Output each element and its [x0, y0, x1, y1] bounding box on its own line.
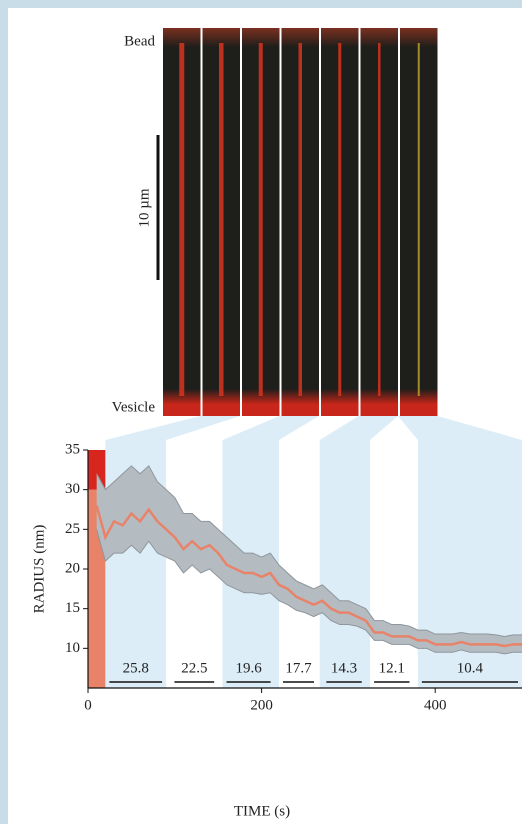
series-line	[96, 465, 522, 637]
separator	[319, 28, 321, 416]
tube	[298, 43, 302, 396]
connector	[319, 416, 398, 440]
separator	[398, 28, 400, 416]
x-tick-label: 0	[84, 697, 92, 713]
plateau-label: 19.6	[235, 660, 262, 676]
plateau-label: 25.8	[123, 660, 149, 676]
tube	[338, 43, 342, 396]
plateau-label: 22.5	[181, 660, 207, 676]
initial-bar-top	[88, 450, 106, 490]
separator	[200, 28, 203, 416]
series-line	[95, 505, 522, 648]
spread-area	[96, 465, 522, 654]
y-axis-label: RADIUS (nm)	[31, 525, 47, 614]
plateau-label: 17.7	[285, 660, 312, 676]
tube	[179, 43, 185, 396]
tube	[219, 43, 224, 396]
separator	[358, 28, 361, 416]
y-tick-label: 20	[65, 560, 80, 576]
connector	[222, 416, 319, 440]
plateau-label: 10.4	[457, 660, 484, 676]
tube	[258, 43, 263, 396]
bead-label: Bead	[124, 33, 155, 49]
shaded-band	[319, 440, 371, 688]
tube	[378, 43, 381, 396]
separator	[279, 28, 282, 416]
y-tick-label: 35	[65, 441, 80, 457]
chart: 25.8 22.5 19.6 17.7 14.3 12.1 10.4 10 15 20 25 30 35…	[65, 416, 522, 713]
y-tick-label: 10	[65, 640, 80, 656]
series-line	[96, 529, 522, 655]
plateau-label: 14.3	[331, 660, 357, 676]
connector	[398, 416, 522, 440]
scale-label: 10 µm	[136, 188, 152, 227]
y-tick-label: 25	[65, 521, 80, 537]
x-tick-label: 400	[424, 697, 447, 713]
x-axis-label: TIME (s)	[234, 803, 290, 819]
y-tick-label: 15	[65, 600, 80, 616]
tube	[417, 43, 420, 396]
micrograph	[163, 28, 438, 416]
x-tick-label: 200	[250, 697, 273, 713]
vesicle-label: Vesicle	[112, 399, 156, 415]
separator	[240, 28, 242, 416]
y-tick-label: 30	[65, 481, 80, 497]
connector	[105, 416, 240, 440]
plateau-label: 12.1	[379, 660, 405, 676]
